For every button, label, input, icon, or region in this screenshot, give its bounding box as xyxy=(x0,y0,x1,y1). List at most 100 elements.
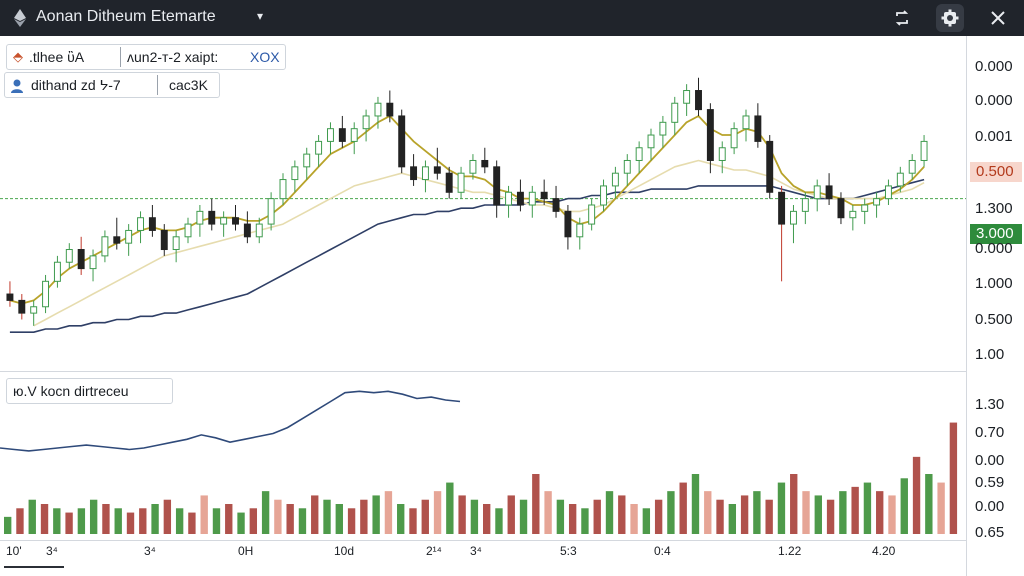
candle-up xyxy=(374,102,382,117)
candle-up xyxy=(457,172,465,193)
candle-down xyxy=(706,109,714,161)
candle-up xyxy=(327,128,334,142)
candle-up xyxy=(683,90,691,104)
axis-tick-label: 1.000 xyxy=(975,275,1013,292)
candle-up xyxy=(671,102,679,123)
volume-bar xyxy=(77,508,86,534)
symbol-legend[interactable]: ⬘ .tlhee ὒA ᴧun2-ᴛ-2 xaipt: XOX xyxy=(6,44,286,70)
volume-bar xyxy=(16,508,24,534)
candle-up xyxy=(196,210,204,225)
candle-up xyxy=(137,217,144,231)
candle-up xyxy=(600,185,607,206)
candle-up xyxy=(813,185,821,200)
volume-bar xyxy=(151,504,159,534)
candle-down xyxy=(481,159,489,168)
candle-up xyxy=(421,166,429,181)
volume-bar xyxy=(4,516,12,534)
time-tick-label: 0H xyxy=(238,544,254,558)
axis-tick-label: 0.500 xyxy=(975,311,1013,328)
window-title[interactable]: Aonan Ditheum Etemarte xyxy=(36,8,216,25)
volume-bar xyxy=(519,499,528,534)
volume-bar xyxy=(274,499,282,534)
volume-bar xyxy=(261,491,270,534)
candle-down xyxy=(208,210,216,225)
time-tick-label: 4.20 xyxy=(872,544,896,558)
volume-bar xyxy=(114,508,122,534)
candle-down xyxy=(232,217,239,225)
axis-tick-label: 1.00 xyxy=(975,346,1005,363)
volume-bar xyxy=(605,491,614,534)
candle-down xyxy=(243,223,251,238)
volume-bar xyxy=(458,495,466,534)
chevron-down-icon[interactable]: ▾ xyxy=(257,9,264,23)
time-tick-label: 1.22 xyxy=(778,544,802,558)
volume-bar xyxy=(851,486,859,534)
volume-bar xyxy=(286,504,294,534)
volume-bar xyxy=(360,499,368,534)
volume-bar xyxy=(765,499,773,534)
time-tick-label: 2¹⁴ xyxy=(426,544,442,558)
indicator-legend[interactable]: ю.V koᴄn dirtreᴄeu xyxy=(6,378,173,404)
study-value: cac3K xyxy=(169,77,208,93)
sync-icon xyxy=(895,10,909,26)
time-tick-label: 10' xyxy=(6,544,22,558)
sync-button[interactable] xyxy=(888,4,916,32)
candle-up xyxy=(920,140,928,161)
candle-up xyxy=(89,255,97,270)
candle-down xyxy=(18,299,26,314)
candle-up xyxy=(291,166,299,181)
candle-up xyxy=(576,223,584,238)
close-button[interactable] xyxy=(984,4,1012,32)
volume-bar xyxy=(53,508,61,534)
volume-bar xyxy=(175,508,184,534)
sub-axis-tick-label: 0.00 xyxy=(975,452,1005,469)
volume-bar xyxy=(667,491,675,534)
settings-button[interactable] xyxy=(936,4,964,32)
volume-bar xyxy=(544,491,552,534)
volume-bar xyxy=(397,504,405,534)
reference-price-tag: 3.000 xyxy=(970,224,1022,244)
fast-moving-average-line xyxy=(9,115,925,305)
volume-bar xyxy=(556,499,565,534)
volume-bar xyxy=(581,508,589,534)
price-axis[interactable] xyxy=(966,36,1024,576)
candle-up xyxy=(303,153,311,168)
candle-down xyxy=(445,172,453,193)
candle-up xyxy=(172,236,180,251)
volume-bar xyxy=(446,482,454,534)
candle-down xyxy=(113,236,121,244)
volume-bar xyxy=(876,491,884,534)
study-legend[interactable]: dithand zd ᔭ-7 cac3K xyxy=(4,72,220,98)
candle-up xyxy=(742,115,750,130)
volume-bar xyxy=(433,491,442,534)
candle-down xyxy=(6,293,14,301)
candle-down xyxy=(433,166,441,174)
indicator-label: ю.V koᴄn dirtreᴄeu xyxy=(13,383,129,399)
volume-bar xyxy=(802,491,810,534)
interval-label: ᴧun2-ᴛ-2 xaipt: xyxy=(127,49,219,65)
candle-up xyxy=(220,217,228,225)
indicator-chart[interactable] xyxy=(0,380,966,538)
volume-bar xyxy=(679,482,687,534)
candle-up xyxy=(588,204,596,225)
candle-up xyxy=(255,223,263,238)
candle-up xyxy=(730,128,738,149)
volume-bar xyxy=(347,508,356,534)
volume-bar xyxy=(753,491,761,534)
time-tick-label: 10d xyxy=(334,544,355,558)
candle-down xyxy=(825,185,833,200)
candle-up xyxy=(790,210,797,225)
candle-up xyxy=(362,115,370,130)
price-chart[interactable] xyxy=(0,38,966,372)
candle-down xyxy=(778,191,786,225)
price-chart-panel[interactable] xyxy=(0,38,966,372)
time-scroll-handle[interactable] xyxy=(4,566,64,568)
volume-bar xyxy=(40,504,49,534)
volume-bar xyxy=(102,504,110,534)
candle-up xyxy=(125,229,133,244)
volume-bar xyxy=(532,474,540,534)
candle-up xyxy=(896,172,904,187)
volume-bar xyxy=(826,499,835,534)
indicator-panel[interactable] xyxy=(0,380,966,538)
candle-down xyxy=(564,210,572,238)
